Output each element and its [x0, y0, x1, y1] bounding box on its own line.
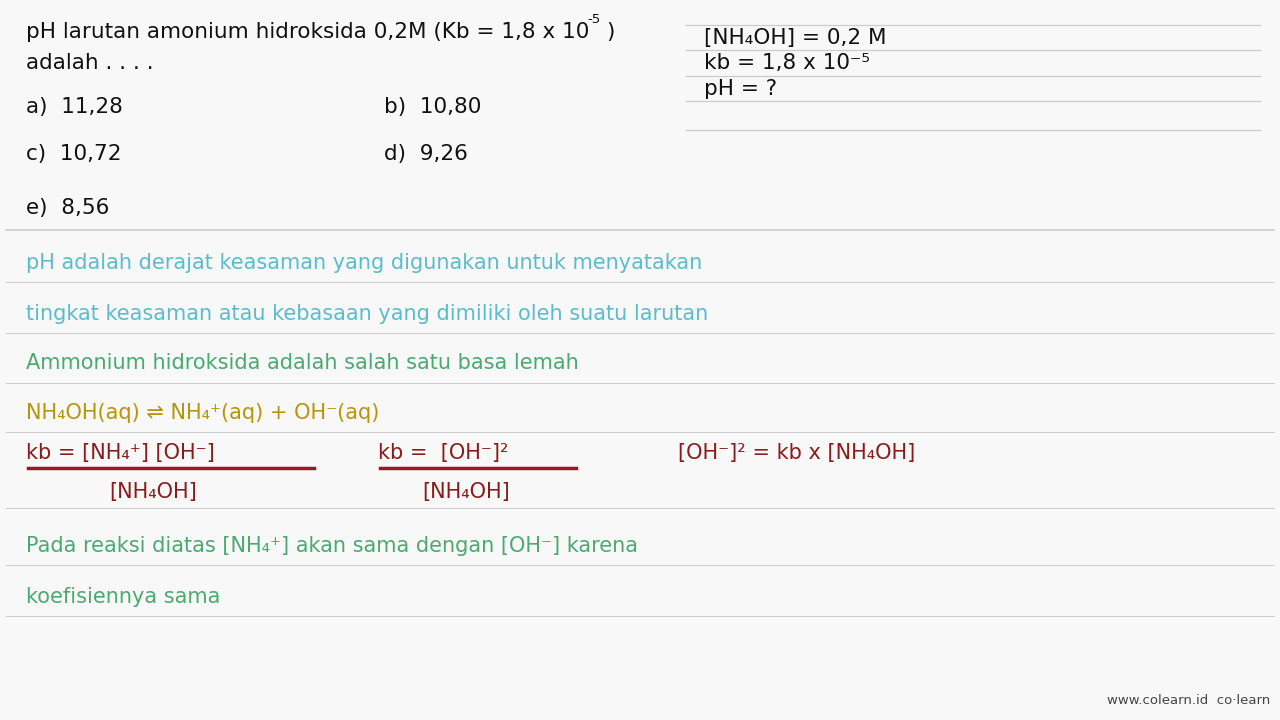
Text: pH adalah derajat keasaman yang digunakan untuk menyatakan: pH adalah derajat keasaman yang digunaka…: [26, 253, 701, 274]
Text: www.colearn.id  co·learn: www.colearn.id co·learn: [1106, 694, 1270, 707]
Text: Pada reaksi diatas [NH₄⁺] akan sama dengan [OH⁻] karena: Pada reaksi diatas [NH₄⁺] akan sama deng…: [26, 536, 637, 557]
Text: kb = [NH₄⁺] [OH⁻]: kb = [NH₄⁺] [OH⁻]: [26, 443, 214, 463]
Text: b)  10,80: b) 10,80: [384, 97, 481, 117]
Text: tingkat keasaman atau kebasaan yang dimiliki oleh suatu larutan: tingkat keasaman atau kebasaan yang dimi…: [26, 304, 708, 324]
Text: e)  8,56: e) 8,56: [26, 198, 109, 218]
Text: [NH₄OH]: [NH₄OH]: [109, 482, 197, 503]
Text: [OH⁻]² = kb x [NH₄OH]: [OH⁻]² = kb x [NH₄OH]: [678, 443, 915, 463]
Text: -5: -5: [586, 13, 600, 26]
Text: koefisiennya sama: koefisiennya sama: [26, 587, 220, 607]
Text: Ammonium hidroksida adalah salah satu basa lemah: Ammonium hidroksida adalah salah satu ba…: [26, 353, 579, 373]
Text: ): ): [607, 22, 616, 42]
Text: [NH₄OH] = 0,2 M: [NH₄OH] = 0,2 M: [704, 28, 887, 48]
Text: adalah . . . .: adalah . . . .: [26, 53, 154, 73]
Text: NH₄OH(aq) ⇌ NH₄⁺(aq) + OH⁻(aq): NH₄OH(aq) ⇌ NH₄⁺(aq) + OH⁻(aq): [26, 403, 379, 423]
Text: c)  10,72: c) 10,72: [26, 144, 122, 164]
Text: a)  11,28: a) 11,28: [26, 97, 123, 117]
Text: pH = ?: pH = ?: [704, 78, 777, 99]
Text: kb = 1,8 x 10⁻⁵: kb = 1,8 x 10⁻⁵: [704, 53, 870, 73]
Text: kb =  [OH⁻]²: kb = [OH⁻]²: [378, 443, 508, 463]
Text: d)  9,26: d) 9,26: [384, 144, 468, 164]
Text: [NH₄OH]: [NH₄OH]: [422, 482, 511, 503]
Text: pH larutan amonium hidroksida 0,2M (Kb = 1,8 x 10: pH larutan amonium hidroksida 0,2M (Kb =…: [26, 22, 589, 42]
